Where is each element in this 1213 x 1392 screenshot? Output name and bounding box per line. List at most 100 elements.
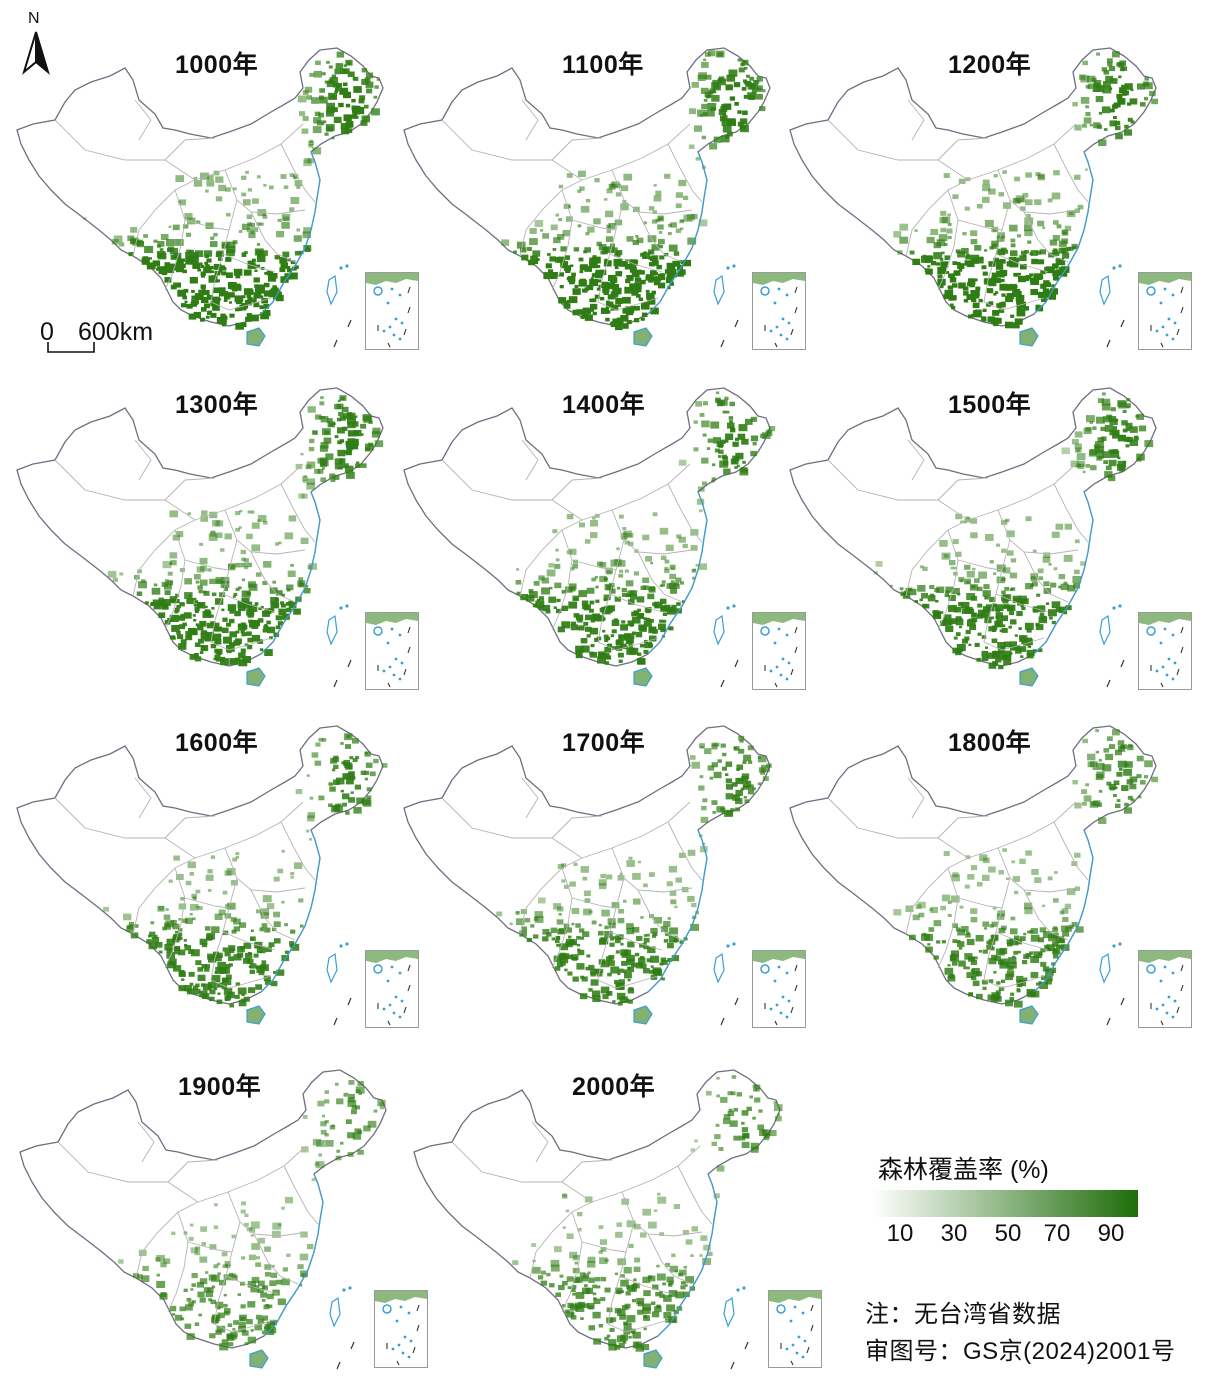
south-china-sea-inset xyxy=(365,272,419,350)
province-boundary xyxy=(907,99,925,141)
province-boundary xyxy=(250,889,296,941)
island-marker xyxy=(734,319,739,328)
province-boundary xyxy=(1053,821,1089,881)
province-boundary xyxy=(283,1165,319,1225)
year-label: 1300年 xyxy=(175,391,259,419)
province-boundary xyxy=(637,889,683,941)
province-boundary xyxy=(937,815,989,839)
province-boundary xyxy=(827,459,969,521)
map-panel: 1400年 xyxy=(402,380,806,710)
island-marker xyxy=(720,1017,725,1026)
scale-end: 600km xyxy=(78,318,154,346)
province-boundary xyxy=(194,463,304,521)
province-boundary xyxy=(137,1121,155,1163)
province-boundary xyxy=(521,777,539,819)
province-boundary xyxy=(551,477,603,501)
province-boundary xyxy=(1023,889,1069,941)
south-china-sea-inset xyxy=(768,1290,822,1368)
island-marker xyxy=(730,1361,735,1370)
province-boundary xyxy=(519,857,583,935)
island-marker xyxy=(742,1286,746,1290)
province-boundary xyxy=(187,1241,233,1253)
province-boundary xyxy=(581,801,691,859)
province-boundary xyxy=(581,463,691,521)
hainan-island xyxy=(246,327,266,347)
province-boundary xyxy=(967,463,1077,521)
coastline xyxy=(260,829,321,993)
coastline xyxy=(1033,151,1094,315)
province-boundary xyxy=(184,559,230,571)
province-boundary xyxy=(937,137,989,161)
island-marker xyxy=(736,1288,740,1292)
island-marker xyxy=(350,1341,355,1350)
province-boundary xyxy=(164,477,216,501)
province-boundary xyxy=(905,519,969,597)
taiwan-island xyxy=(1099,952,1111,984)
south-china-sea-inset xyxy=(752,272,806,350)
legend-tick-30: 30 xyxy=(940,1220,968,1247)
province-boundary xyxy=(967,801,1077,859)
year-label: 2000年 xyxy=(572,1073,656,1101)
hainan-island xyxy=(1019,667,1039,687)
coastline xyxy=(260,491,321,655)
province-boundary xyxy=(164,529,186,631)
province-boundary xyxy=(905,179,969,257)
island-marker xyxy=(734,997,739,1006)
island-marker xyxy=(1120,997,1125,1006)
scale-start: 0 xyxy=(40,318,54,346)
province-boundary xyxy=(957,219,1003,231)
province-boundary xyxy=(134,777,152,819)
province-boundary xyxy=(521,439,539,481)
south-china-sea-inset xyxy=(1138,272,1192,350)
province-boundary xyxy=(667,821,703,881)
china-forest-cover-map xyxy=(16,387,384,688)
taiwan-island xyxy=(326,952,338,984)
taiwan-island xyxy=(1099,614,1111,646)
province-boundary xyxy=(167,1159,219,1183)
province-boundary xyxy=(957,897,1003,909)
island-marker xyxy=(734,659,739,668)
province-boundary xyxy=(280,483,316,543)
province-boundary xyxy=(135,1201,199,1279)
year-label: 1100年 xyxy=(562,51,644,79)
province-boundary xyxy=(250,551,296,603)
province-boundary xyxy=(519,519,583,597)
province-boundary xyxy=(210,931,272,989)
south-china-sea-inset xyxy=(365,950,419,1028)
province-boundary xyxy=(213,1275,275,1333)
province-boundary xyxy=(551,189,573,291)
province-boundary xyxy=(667,483,703,543)
province-boundary xyxy=(529,1201,593,1279)
province-boundary xyxy=(164,189,186,291)
forest-cover-raster xyxy=(118,1080,386,1351)
province-boundary xyxy=(441,797,583,859)
province-boundary xyxy=(937,477,989,501)
island-marker xyxy=(339,606,343,610)
province-boundary xyxy=(905,857,969,935)
year-label: 1200年 xyxy=(948,51,1032,79)
coastline xyxy=(260,151,321,315)
island-marker xyxy=(726,606,730,610)
country-boundary xyxy=(403,47,771,327)
province-boundary xyxy=(451,1141,593,1203)
province-boundary xyxy=(519,179,583,257)
province-boundary xyxy=(937,867,959,969)
forest-cover-raster xyxy=(874,392,1154,670)
island-marker xyxy=(336,1361,341,1370)
province-boundary xyxy=(250,211,296,263)
island-marker xyxy=(348,1286,352,1290)
coastline xyxy=(647,151,708,315)
province-boundary xyxy=(194,801,304,859)
year-label: 1400年 xyxy=(562,391,646,419)
taiwan-island xyxy=(713,952,725,984)
province-boundary xyxy=(1023,551,1069,603)
coastline xyxy=(647,829,708,993)
note-map-approval-number: 审图号：GS京(2024)2001号 xyxy=(865,1338,1176,1365)
map-panel: 2000年 xyxy=(412,1062,822,1392)
year-label: 1000年 xyxy=(175,51,259,79)
island-marker xyxy=(347,659,352,668)
island-marker xyxy=(1106,1017,1111,1026)
forest-cover-raster xyxy=(496,735,772,1006)
province-boundary xyxy=(164,867,186,969)
map-panel: 1700年 xyxy=(402,718,806,1048)
